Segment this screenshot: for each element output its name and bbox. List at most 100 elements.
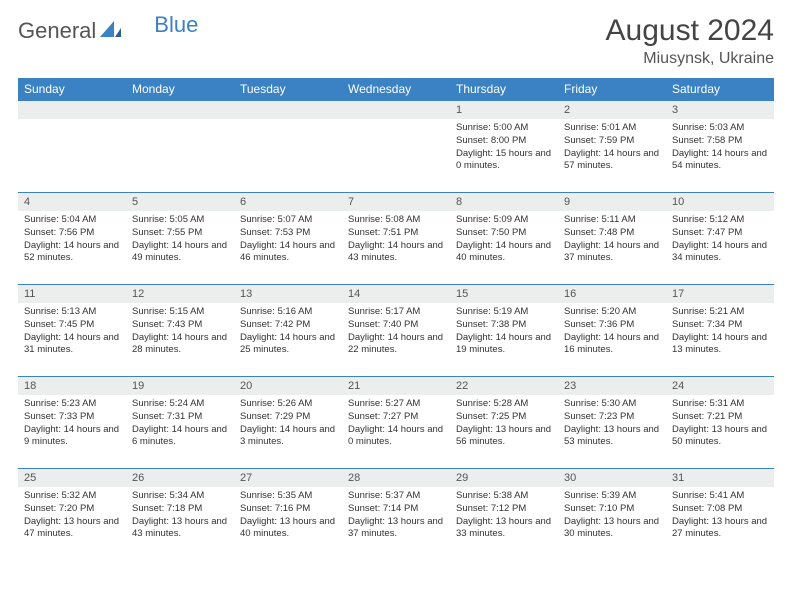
daylight-text: Daylight: 14 hours and 43 minutes. xyxy=(348,240,444,266)
sunrise-text: Sunrise: 5:11 AM xyxy=(564,214,660,227)
calendar-cell: 7Sunrise: 5:08 AMSunset: 7:51 PMDaylight… xyxy=(342,193,450,285)
calendar-cell: 27Sunrise: 5:35 AMSunset: 7:16 PMDayligh… xyxy=(234,469,342,561)
daylight-text: Daylight: 14 hours and 31 minutes. xyxy=(24,332,120,358)
sunset-text: Sunset: 7:12 PM xyxy=(456,503,552,516)
day-number: 23 xyxy=(558,377,666,395)
day-number: 20 xyxy=(234,377,342,395)
sunrise-text: Sunrise: 5:00 AM xyxy=(456,122,552,135)
location-label: Miusynsk, Ukraine xyxy=(606,50,774,68)
day-number: 11 xyxy=(18,285,126,303)
day-number: 8 xyxy=(450,193,558,211)
sunrise-text: Sunrise: 5:38 AM xyxy=(456,490,552,503)
sunrise-text: Sunrise: 5:12 AM xyxy=(672,214,768,227)
day-body: Sunrise: 5:34 AMSunset: 7:18 PMDaylight:… xyxy=(126,487,234,544)
weekday-header-row: SundayMondayTuesdayWednesdayThursdayFrid… xyxy=(18,78,774,101)
day-number-empty xyxy=(126,101,234,119)
daylight-text: Daylight: 14 hours and 40 minutes. xyxy=(456,240,552,266)
calendar-cell: 24Sunrise: 5:31 AMSunset: 7:21 PMDayligh… xyxy=(666,377,774,469)
day-body: Sunrise: 5:13 AMSunset: 7:45 PMDaylight:… xyxy=(18,303,126,360)
calendar-cell: 28Sunrise: 5:37 AMSunset: 7:14 PMDayligh… xyxy=(342,469,450,561)
sunset-text: Sunset: 7:55 PM xyxy=(132,227,228,240)
day-number: 4 xyxy=(18,193,126,211)
day-number: 26 xyxy=(126,469,234,487)
sunrise-text: Sunrise: 5:34 AM xyxy=(132,490,228,503)
sunset-text: Sunset: 7:33 PM xyxy=(24,411,120,424)
day-body: Sunrise: 5:26 AMSunset: 7:29 PMDaylight:… xyxy=(234,395,342,452)
sunrise-text: Sunrise: 5:28 AM xyxy=(456,398,552,411)
day-number: 22 xyxy=(450,377,558,395)
sunrise-text: Sunrise: 5:37 AM xyxy=(348,490,444,503)
sunset-text: Sunset: 7:58 PM xyxy=(672,135,768,148)
calendar-week-row: 11Sunrise: 5:13 AMSunset: 7:45 PMDayligh… xyxy=(18,285,774,377)
day-body: Sunrise: 5:39 AMSunset: 7:10 PMDaylight:… xyxy=(558,487,666,544)
calendar-cell: 14Sunrise: 5:17 AMSunset: 7:40 PMDayligh… xyxy=(342,285,450,377)
daylight-text: Daylight: 13 hours and 56 minutes. xyxy=(456,424,552,450)
day-number: 13 xyxy=(234,285,342,303)
daylight-text: Daylight: 13 hours and 53 minutes. xyxy=(564,424,660,450)
daylight-text: Daylight: 13 hours and 43 minutes. xyxy=(132,516,228,542)
day-number: 18 xyxy=(18,377,126,395)
day-number: 10 xyxy=(666,193,774,211)
sunrise-text: Sunrise: 5:05 AM xyxy=(132,214,228,227)
day-body: Sunrise: 5:30 AMSunset: 7:23 PMDaylight:… xyxy=(558,395,666,452)
calendar-cell xyxy=(234,101,342,193)
weekday-header: Saturday xyxy=(666,78,774,101)
day-body: Sunrise: 5:01 AMSunset: 7:59 PMDaylight:… xyxy=(558,119,666,176)
calendar-cell: 6Sunrise: 5:07 AMSunset: 7:53 PMDaylight… xyxy=(234,193,342,285)
sunset-text: Sunset: 7:36 PM xyxy=(564,319,660,332)
sunset-text: Sunset: 7:56 PM xyxy=(24,227,120,240)
calendar-cell: 15Sunrise: 5:19 AMSunset: 7:38 PMDayligh… xyxy=(450,285,558,377)
sunset-text: Sunset: 7:48 PM xyxy=(564,227,660,240)
sunset-text: Sunset: 7:53 PM xyxy=(240,227,336,240)
calendar-body: 1Sunrise: 5:00 AMSunset: 8:00 PMDaylight… xyxy=(18,101,774,561)
day-number: 9 xyxy=(558,193,666,211)
sunrise-text: Sunrise: 5:19 AM xyxy=(456,306,552,319)
sunrise-text: Sunrise: 5:32 AM xyxy=(24,490,120,503)
sunrise-text: Sunrise: 5:04 AM xyxy=(24,214,120,227)
day-number: 15 xyxy=(450,285,558,303)
day-number: 21 xyxy=(342,377,450,395)
logo-sail-icon xyxy=(100,19,122,44)
logo: General Blue xyxy=(18,18,198,44)
sunset-text: Sunset: 7:45 PM xyxy=(24,319,120,332)
sunrise-text: Sunrise: 5:03 AM xyxy=(672,122,768,135)
calendar-cell: 5Sunrise: 5:05 AMSunset: 7:55 PMDaylight… xyxy=(126,193,234,285)
day-number: 31 xyxy=(666,469,774,487)
day-number: 25 xyxy=(18,469,126,487)
day-body: Sunrise: 5:20 AMSunset: 7:36 PMDaylight:… xyxy=(558,303,666,360)
logo-text-1: General xyxy=(18,18,96,44)
daylight-text: Daylight: 14 hours and 49 minutes. xyxy=(132,240,228,266)
calendar-week-row: 4 Sunrise: 5:04 AMSunset: 7:56 PM Daylight… xyxy=(18,193,774,285)
calendar-cell: 18Sunrise: 5:23 AMSunset: 7:33 PMDayligh… xyxy=(18,377,126,469)
day-number: 5 xyxy=(126,193,234,211)
day-body: Sunrise: 5:05 AMSunset: 7:55 PMDaylight:… xyxy=(126,211,234,268)
calendar-cell: 16Sunrise: 5:20 AMSunset: 7:36 PMDayligh… xyxy=(558,285,666,377)
day-number: 12 xyxy=(126,285,234,303)
day-number-empty xyxy=(18,101,126,119)
sunrise-text: Sunrise: 5:16 AM xyxy=(240,306,336,319)
calendar-week-row: 25Sunrise: 5:32 AMSunset: 7:20 PMDayligh… xyxy=(18,469,774,561)
calendar-cell xyxy=(18,101,126,193)
calendar-cell: 17Sunrise: 5:21 AMSunset: 7:34 PMDayligh… xyxy=(666,285,774,377)
daylight-text: Daylight: 14 hours and 19 minutes. xyxy=(456,332,552,358)
day-body: Sunrise: 5:16 AMSunset: 7:42 PMDaylight:… xyxy=(234,303,342,360)
weekday-header: Thursday xyxy=(450,78,558,101)
daylight-text: Daylight: 13 hours and 47 minutes. xyxy=(24,516,120,542)
day-body: Sunrise: 5:19 AMSunset: 7:38 PMDaylight:… xyxy=(450,303,558,360)
calendar-cell: 2Sunrise: 5:01 AMSunset: 7:59 PMDaylight… xyxy=(558,101,666,193)
calendar-table: SundayMondayTuesdayWednesdayThursdayFrid… xyxy=(18,78,774,561)
day-body: Sunrise: 5:00 AMSunset: 8:00 PMDaylight:… xyxy=(450,119,558,176)
day-body: Sunrise: 5:31 AMSunset: 7:21 PMDaylight:… xyxy=(666,395,774,452)
sunset-text: Sunset: 7:50 PM xyxy=(456,227,552,240)
day-number: 28 xyxy=(342,469,450,487)
weekday-header: Monday xyxy=(126,78,234,101)
weekday-header: Wednesday xyxy=(342,78,450,101)
day-number: 2 xyxy=(558,101,666,119)
sunrise-text: Sunrise: 5:09 AM xyxy=(456,214,552,227)
page-title: August 2024 xyxy=(606,14,774,48)
daylight-text: Daylight: 14 hours and 13 minutes. xyxy=(672,332,768,358)
calendar-cell: 12Sunrise: 5:15 AMSunset: 7:43 PMDayligh… xyxy=(126,285,234,377)
sunrise-text: Sunrise: 5:13 AM xyxy=(24,306,120,319)
sunset-text: Sunset: 8:00 PM xyxy=(456,135,552,148)
day-body: Sunrise: 5:09 AMSunset: 7:50 PMDaylight:… xyxy=(450,211,558,268)
